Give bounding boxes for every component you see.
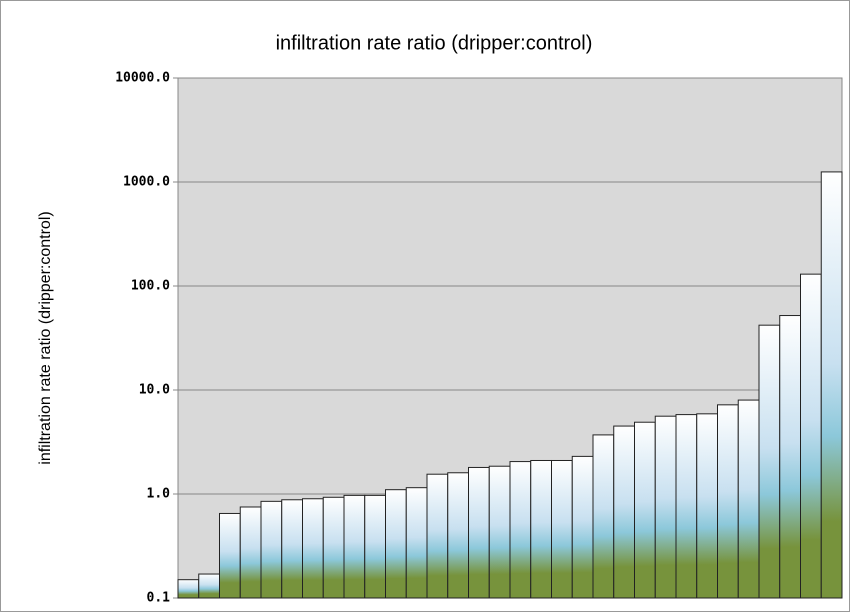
bar (592, 434, 615, 599)
bar (779, 315, 801, 599)
bar (571, 455, 594, 599)
y-tick-label: 100.0 (131, 279, 170, 294)
bar (675, 414, 698, 599)
bar (696, 413, 718, 599)
bar (281, 499, 303, 599)
bar (468, 466, 490, 599)
bar (634, 421, 656, 599)
bar (364, 494, 386, 599)
bar (177, 579, 200, 599)
bar (530, 459, 552, 599)
bar (551, 459, 573, 599)
bar (405, 487, 428, 599)
bar (198, 573, 220, 599)
bar (385, 489, 407, 599)
bar (426, 473, 449, 599)
bar (302, 498, 324, 599)
y-tick-label: 10000.0 (115, 71, 170, 86)
bar (613, 425, 635, 599)
y-tick-label: 10.0 (139, 383, 170, 398)
bar (820, 171, 843, 599)
bar (488, 465, 511, 599)
bar (800, 273, 822, 599)
bar (343, 494, 366, 599)
bar (509, 461, 532, 599)
y-tick-label: 1000.0 (123, 175, 170, 190)
chart-title: infiltration rate ratio (dripper:control… (276, 32, 593, 54)
bar (219, 512, 241, 599)
bar (717, 404, 739, 599)
bar (447, 472, 469, 599)
bar (758, 324, 781, 599)
bar (322, 496, 345, 599)
y-tick-label: 0.1 (147, 591, 171, 606)
bar (654, 415, 677, 599)
bar (239, 506, 262, 599)
bar (260, 500, 283, 599)
y-tick-label: 1.0 (147, 487, 171, 502)
y-axis-label: infiltration rate ratio (dripper:control… (37, 211, 54, 464)
bar (737, 399, 760, 599)
